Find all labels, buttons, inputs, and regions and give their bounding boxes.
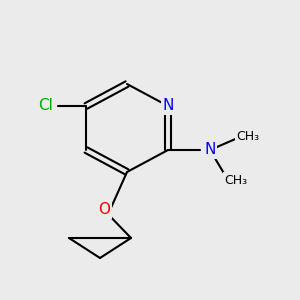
Text: O: O xyxy=(98,202,110,217)
Text: N: N xyxy=(162,98,174,113)
Text: CH₃: CH₃ xyxy=(224,173,248,187)
Text: CH₃: CH₃ xyxy=(236,130,260,143)
Text: Cl: Cl xyxy=(39,98,53,113)
Text: N: N xyxy=(204,142,216,158)
